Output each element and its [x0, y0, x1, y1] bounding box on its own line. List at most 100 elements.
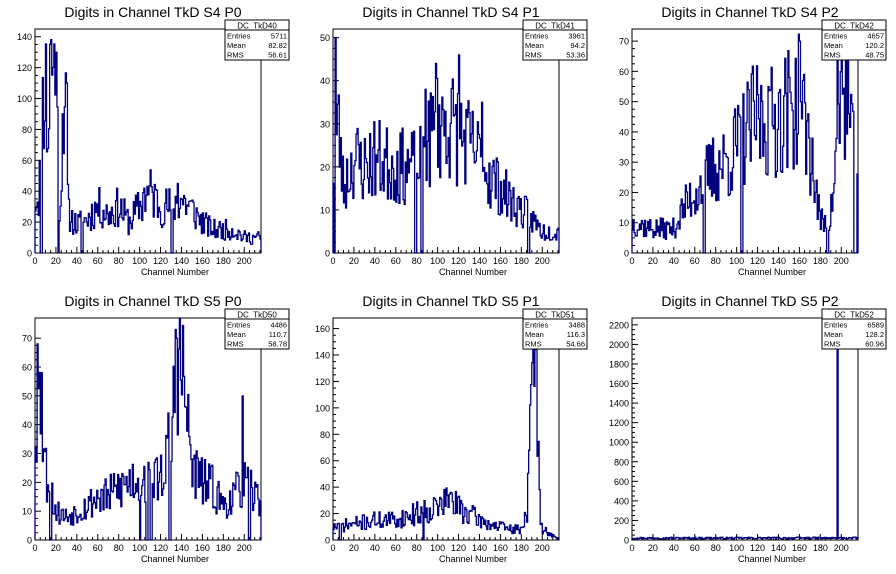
plot-frame	[332, 317, 560, 541]
stats-entries-value: 4657	[867, 32, 884, 41]
x-tick-label: 40	[370, 543, 380, 553]
histogram-series	[34, 38, 262, 254]
histogram-series	[332, 317, 560, 541]
stats-mean-label: Mean	[824, 330, 843, 339]
x-tick-label: 120	[153, 543, 168, 553]
histogram-series	[631, 317, 859, 540]
x-tick-label: 200	[834, 256, 849, 266]
x-tick-label: 0	[32, 543, 37, 553]
stats-box	[224, 19, 290, 61]
x-tick-label: 180	[514, 543, 529, 553]
y-tick-label: 20	[22, 478, 32, 488]
histogram-panel-4: Digits in Channel TkD S5 P1 0 20 40 60 80 100 1…	[315, 293, 588, 564]
x-tick-label: 0	[32, 256, 37, 266]
y-tick-label: 20	[619, 188, 629, 198]
y-tick-label: 100	[17, 94, 32, 104]
stats-rms-label: RMS	[227, 340, 244, 349]
x-tick-label: 60	[93, 256, 103, 266]
panel-title: Digits in Channel TkD S4 P1	[362, 4, 539, 20]
y-tick-label: 0	[624, 249, 629, 259]
stats-rms-value: 53.36	[566, 51, 585, 60]
x-tick-label: 20	[648, 543, 658, 553]
stats-mean-label: Mean	[525, 330, 544, 339]
y-tick-label: 140	[17, 32, 32, 42]
stats-mean-value: 94.2	[570, 41, 585, 50]
x-tick-label: 60	[690, 256, 700, 266]
panel-title: Digits in Channel TkD S4 P0	[64, 4, 241, 20]
x-tick-label: 140	[771, 256, 786, 266]
stats-entries-label: Entries	[227, 32, 251, 41]
x-tick-label: 20	[51, 543, 61, 553]
stats-rms-label: RMS	[227, 51, 244, 60]
x-tick-label: 120	[153, 256, 168, 266]
x-tick-label: 80	[711, 543, 721, 553]
x-axis-label: Channel Number	[738, 554, 806, 564]
x-tick-label: 20	[648, 256, 658, 266]
y-tick-label: 20	[320, 162, 330, 172]
x-axis-label: Channel Number	[439, 267, 507, 277]
x-tick-label: 180	[514, 256, 529, 266]
stats-entries-label: Entries	[227, 321, 251, 330]
x-tick-label: 160	[195, 256, 210, 266]
stats-mean-value: 110.7	[269, 330, 287, 339]
x-tick-label: 180	[216, 543, 231, 553]
y-tick-label: 120	[315, 377, 330, 387]
y-tick-label: 2000	[609, 340, 629, 350]
x-tick-label: 160	[493, 543, 508, 553]
stats-entries-value: 3961	[568, 32, 585, 41]
x-tick-label: 160	[792, 543, 807, 553]
y-tick-label: 60	[320, 456, 330, 466]
y-tick-label: 0	[325, 536, 330, 546]
x-tick-label: 200	[535, 543, 550, 553]
x-tick-label: 120	[750, 256, 765, 266]
y-tick-label: 70	[22, 334, 32, 344]
x-tick-label: 160	[792, 256, 807, 266]
y-tick-label: 10	[320, 205, 330, 215]
x-axis-label: Channel Number	[141, 267, 209, 277]
stats-mean-label: Mean	[525, 41, 544, 50]
y-tick-label: 20	[320, 509, 330, 519]
x-tick-label: 40	[72, 543, 82, 553]
y-tick-label: 0	[624, 536, 629, 546]
x-tick-label: 40	[669, 256, 679, 266]
x-tick-label: 40	[669, 543, 679, 553]
x-tick-label: 80	[114, 543, 124, 553]
x-tick-label: 0	[330, 256, 335, 266]
stats-mean-value: 116.3	[567, 330, 585, 339]
x-tick-label: 80	[412, 543, 422, 553]
plot-frame	[631, 28, 859, 254]
x-tick-label: 20	[349, 256, 359, 266]
y-tick-label: 800	[614, 457, 629, 467]
y-tick-label: 60	[619, 67, 629, 77]
stats-name: DC_TkD52	[834, 311, 874, 320]
y-tick-label: 0	[325, 249, 330, 259]
stats-rms-label: RMS	[525, 340, 542, 349]
y-tick-label: 120	[17, 63, 32, 73]
x-tick-label: 60	[391, 256, 401, 266]
x-tick-label: 60	[690, 543, 700, 553]
histogram-panel-1: Digits in Channel TkD S4 P1 0 10 20 30 40 50 0 2…	[320, 4, 588, 277]
x-tick-label: 140	[174, 543, 189, 553]
histogram-panel-5: Digits in Channel TkD S5 P20200400600800…	[609, 293, 887, 564]
stats-box	[821, 308, 887, 350]
x-tick-label: 180	[813, 256, 828, 266]
x-tick-label: 60	[93, 543, 103, 553]
x-tick-label: 100	[729, 543, 744, 553]
histogram-panel-0: Digits in Channel TkD S4 P0 0 20 40 60 80 100 1…	[17, 4, 290, 277]
y-tick-label: 140	[315, 351, 330, 361]
stats-box	[821, 19, 887, 61]
stats-entries-label: Entries	[824, 321, 848, 330]
x-tick-label: 40	[72, 256, 82, 266]
y-tick-label: 100	[315, 403, 330, 413]
stats-rms-value: 48.75	[865, 51, 884, 60]
x-tick-label: 100	[729, 256, 744, 266]
y-tick-label: 160	[315, 324, 330, 334]
stats-mean-value: 82.82	[268, 41, 287, 50]
stats-name: DC_TkD51	[535, 311, 575, 320]
stats-name: DC_TkD42	[834, 22, 874, 31]
y-tick-label: 30	[619, 158, 629, 168]
y-tick-label: 10	[619, 218, 629, 228]
y-tick-label: 30	[320, 119, 330, 129]
stats-entries-value: 4486	[270, 321, 287, 330]
